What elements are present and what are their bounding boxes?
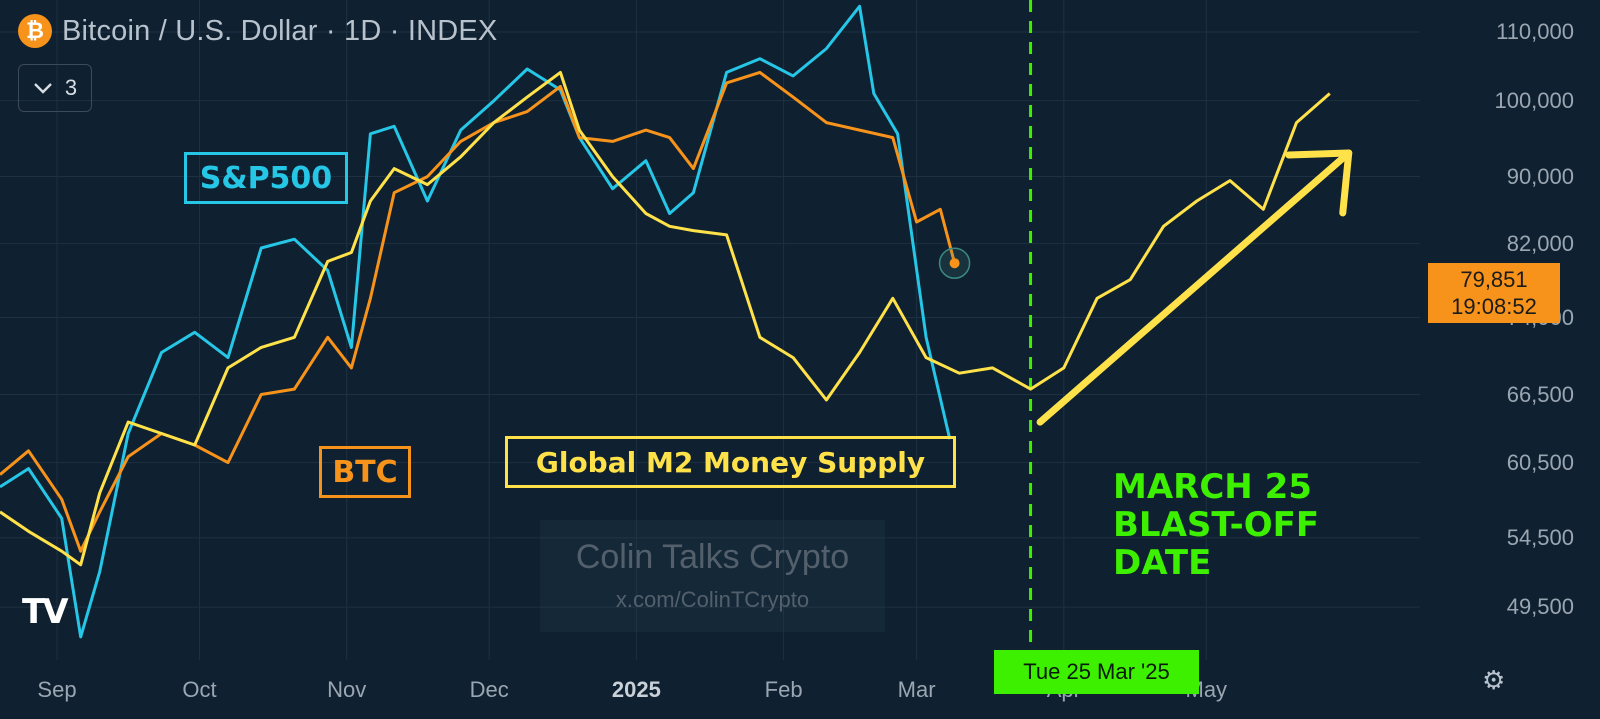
btc-line: [0, 70, 957, 553]
candle-timer: 19:08:52: [1451, 294, 1537, 319]
y-tick-label: 100,000: [1494, 87, 1574, 113]
series-lines: [0, 4, 1331, 639]
sp500-label: S&P500: [184, 152, 348, 204]
last-price-badge: 79,851 19:08:52: [1428, 263, 1560, 323]
chart-header: ₿ Bitcoin / U.S. Dollar · 1D · INDEX: [18, 14, 497, 48]
x-tick-label: Nov: [327, 677, 367, 702]
arrow-annotation: [1036, 149, 1353, 426]
indicators-count: 3: [64, 75, 78, 100]
grid: [0, 0, 1420, 660]
tradingview-logo: TV: [22, 592, 68, 632]
x-tick-label: Oct: [182, 677, 217, 702]
watermark: Colin Talks Crypto x.com/ColinTCrypto: [540, 520, 885, 632]
chevron-down-icon: [34, 83, 52, 94]
watermark-name: Colin Talks Crypto: [575, 538, 850, 576]
y-tick-label: 110,000: [1496, 19, 1574, 45]
x-tick-label: Dec: [469, 677, 509, 702]
x-tick-label: Sep: [37, 677, 77, 702]
indicators-toggle-button[interactable]: 3: [18, 64, 92, 112]
bitcoin-logo-icon: ₿: [18, 14, 52, 48]
arrow-shaft: [1036, 149, 1353, 426]
m2-line: [0, 70, 1331, 567]
blast-off-note: MARCH 25 BLAST-OFF DATE: [1113, 467, 1320, 583]
m2-label: Global M2 Money Supply: [505, 436, 956, 488]
watermark-handle: x.com/ColinTCrypto: [615, 587, 810, 612]
last-point-marker: [938, 247, 971, 279]
x-tick-label: Feb: [764, 677, 803, 702]
y-tick-label: 66,500: [1506, 381, 1574, 407]
arrow-head: [1285, 149, 1353, 217]
crosshair-date-label: Tue 25 Mar '25: [994, 650, 1199, 694]
last-price-value: 79,851: [1460, 267, 1528, 292]
y-tick-label: 90,000: [1506, 163, 1574, 189]
y-tick-label: 49,500: [1506, 594, 1574, 620]
chart-title: Bitcoin / U.S. Dollar · 1D · INDEX: [62, 14, 498, 47]
x-tick-label: 2025: [611, 677, 661, 702]
y-tick-label: 82,000: [1506, 230, 1574, 256]
x-tick-label: Mar: [897, 677, 936, 702]
y-tick-label: 54,500: [1506, 524, 1574, 550]
sp500-line: [0, 4, 952, 639]
settings-icon[interactable]: ⚙: [1482, 665, 1506, 695]
btc-label: BTC: [319, 446, 411, 498]
last-point-dot: [949, 258, 960, 269]
y-tick-label: 60,500: [1506, 449, 1574, 475]
